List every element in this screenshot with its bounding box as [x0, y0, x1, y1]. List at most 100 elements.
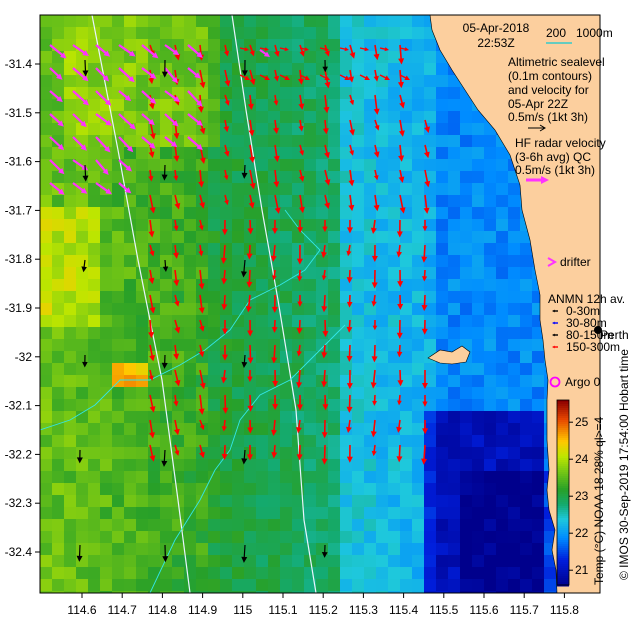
- sst-pixel: [448, 459, 461, 472]
- colorbar-segment: [557, 416, 569, 419]
- sst-pixel: [508, 519, 521, 532]
- hf-radar-arrow: [373, 151, 380, 158]
- hf-radar-arrow: [148, 77, 155, 85]
- sst-pixel: [304, 123, 317, 136]
- sst-pixel: [124, 519, 137, 532]
- colorbar-segment: [557, 472, 569, 475]
- colorbar-segment: [557, 444, 569, 447]
- sst-pixel: [376, 567, 389, 580]
- mooring-arrow: [161, 460, 168, 467]
- sst-pixel: [460, 327, 473, 340]
- sst-pixel: [88, 411, 101, 424]
- sst-pixel: [256, 219, 269, 232]
- altimetric-legend-line: Altimetric sealevel: [508, 55, 605, 69]
- hf-radar-arrow: [371, 301, 377, 307]
- sst-pixel: [352, 123, 365, 136]
- arrowhead-icon: [539, 124, 546, 132]
- sst-pixel: [256, 399, 269, 412]
- sst-pixel: [412, 51, 425, 64]
- sst-pixel: [148, 579, 161, 592]
- hf-radar-arrow: [296, 258, 303, 265]
- hf-radar-arrow: [421, 256, 428, 263]
- sst-pixel: [64, 543, 77, 556]
- x-axis-ticks: 114.6 114.7 114.8 114.9 115 115.1 115.2 115.3 11…: [67, 593, 579, 617]
- sst-pixel: [388, 531, 401, 544]
- sst-pixel: [52, 591, 65, 593]
- sst-pixel: [208, 435, 221, 448]
- isobath-label-1000: 1000m: [576, 26, 613, 40]
- sst-pixel: [64, 159, 77, 172]
- altimetric-arrow: [72, 90, 88, 104]
- sst-pixel: [388, 315, 401, 328]
- sst-pixel: [40, 171, 53, 184]
- sst-pixel: [220, 555, 233, 568]
- sst-pixel: [244, 471, 257, 484]
- sst-pixel: [484, 327, 497, 340]
- sst-pixel: [112, 579, 125, 592]
- altimetric-arrow: [105, 119, 112, 126]
- sst-pixel: [496, 519, 509, 532]
- sst-pixel: [472, 507, 485, 520]
- sst-pixel: [532, 543, 545, 556]
- sst-pixel: [232, 63, 245, 76]
- sst-pixel: [316, 483, 329, 496]
- colorbar-segment: [557, 488, 569, 491]
- sst-pixel: [232, 387, 245, 400]
- sst-pixel: [364, 63, 377, 76]
- sst-pixel: [292, 87, 305, 100]
- sst-pixel: [376, 555, 389, 568]
- sst-pixel: [40, 243, 53, 256]
- altimetric-arrow: [129, 123, 136, 130]
- sst-pixel: [292, 63, 305, 76]
- sst-pixel: [376, 87, 389, 100]
- colorbar-segment: [557, 440, 569, 443]
- sst-pixel: [100, 375, 113, 388]
- sst-pixel: [148, 531, 161, 544]
- perth-label: Perth: [600, 328, 629, 342]
- sst-pixel: [340, 171, 353, 184]
- sst-pixel: [388, 591, 401, 593]
- sst-pixel: [292, 183, 305, 196]
- sst-pixel: [352, 519, 365, 532]
- colorbar-segment: [557, 448, 569, 451]
- colorbar-segment: [557, 546, 569, 549]
- colorbar-tick-label: 23: [575, 489, 589, 503]
- sst-pixel: [88, 531, 101, 544]
- sst-pixel: [196, 471, 209, 484]
- sst-pixel: [400, 87, 413, 100]
- sst-pixel: [304, 231, 317, 244]
- sst-pixel: [340, 567, 353, 580]
- hf-radar-arrow: [349, 150, 355, 156]
- sst-pixel: [532, 387, 545, 400]
- sst-pixel: [208, 447, 221, 460]
- sst-pixel: [208, 387, 221, 400]
- sst-pixel: [448, 315, 461, 328]
- sst-pixel: [472, 351, 485, 364]
- sst-pixel: [472, 459, 485, 472]
- sst-pixel: [304, 207, 317, 220]
- sst-pixel: [52, 15, 65, 28]
- sst-pixel: [424, 387, 437, 400]
- sst-pixel: [208, 579, 221, 592]
- sst-pixel: [364, 387, 377, 400]
- sst-pixel: [184, 183, 197, 196]
- sst-pixel: [364, 351, 377, 364]
- sst-pixel: [280, 75, 293, 88]
- sst-pixel: [508, 531, 521, 544]
- sst-pixel: [100, 447, 113, 460]
- hf-radar-arrow: [199, 394, 203, 412]
- sst-pixel: [340, 123, 353, 136]
- altimetric-arrow: [263, 51, 270, 57]
- sst-pixel: [220, 243, 233, 256]
- sst-pixel: [304, 423, 317, 436]
- sst-pixel: [172, 291, 185, 304]
- sst-pixel: [124, 567, 137, 580]
- sst-pixel: [436, 123, 449, 136]
- hf-radar-arrow: [396, 456, 403, 463]
- sst-pixel: [460, 507, 473, 520]
- altimetric-arrow: [104, 146, 111, 153]
- hf-radar-arrow: [296, 328, 303, 335]
- sst-pixel: [460, 123, 473, 136]
- sst-pixel: [352, 231, 365, 244]
- sst-pixel: [472, 399, 485, 412]
